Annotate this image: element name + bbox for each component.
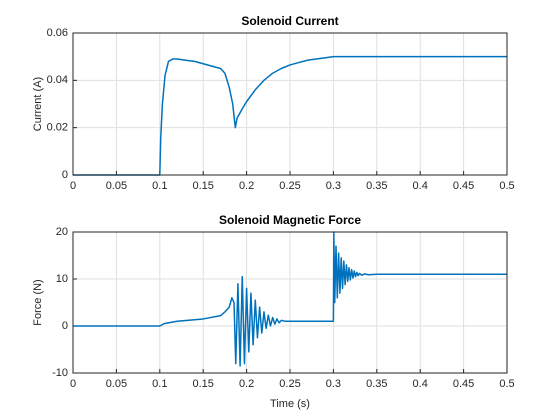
x-tick-label: 0.25 xyxy=(279,180,300,192)
y-tick-label: 0 xyxy=(62,320,68,332)
x-axis-label: Time (s) xyxy=(270,398,310,410)
x-tick-label: 0.2 xyxy=(239,378,254,390)
x-tick-label: 0.2 xyxy=(239,180,254,192)
x-tick-label: 0.5 xyxy=(499,180,514,192)
x-tick-label: 0.45 xyxy=(453,378,474,390)
x-tick-label: 0 xyxy=(70,378,76,390)
x-tick-label: 0.25 xyxy=(279,378,300,390)
x-tick-label: 0.35 xyxy=(366,180,387,192)
x-tick-label: 0.45 xyxy=(453,180,474,192)
y-tick-label: 0 xyxy=(62,169,68,181)
x-tick-label: 0.35 xyxy=(366,378,387,390)
data-line xyxy=(73,55,507,176)
x-tick-label: 0 xyxy=(70,180,76,192)
axes-box xyxy=(72,231,508,374)
x-tick-label: 0.05 xyxy=(106,180,127,192)
x-tick-label: 0.3 xyxy=(326,180,341,192)
y-tick-label: -10 xyxy=(52,367,68,379)
data-line xyxy=(73,231,507,367)
y-axis-label: Force (N) xyxy=(32,279,44,325)
x-tick-label: 0.05 xyxy=(106,378,127,390)
chart-title: Solenoid Current xyxy=(241,14,338,28)
axes-box xyxy=(72,32,508,176)
x-tick-label: 0.3 xyxy=(326,378,341,390)
y-tick-label: 0.04 xyxy=(47,74,68,86)
x-tick-label: 0.1 xyxy=(152,378,167,390)
x-tick-label: 0.4 xyxy=(413,180,428,192)
chart-title: Solenoid Magnetic Force xyxy=(219,213,361,227)
x-tick-label: 0.5 xyxy=(499,378,514,390)
y-tick-label: 20 xyxy=(56,226,68,238)
x-tick-label: 0.4 xyxy=(413,378,428,390)
y-tick-label: 0.06 xyxy=(47,27,68,39)
x-tick-label: 0.15 xyxy=(192,180,213,192)
x-tick-label: 0.1 xyxy=(152,180,167,192)
x-tick-label: 0.15 xyxy=(192,378,213,390)
y-tick-label: 10 xyxy=(56,273,68,285)
y-tick-label: 0.02 xyxy=(47,122,68,134)
y-axis-label: Current (A) xyxy=(32,77,44,131)
